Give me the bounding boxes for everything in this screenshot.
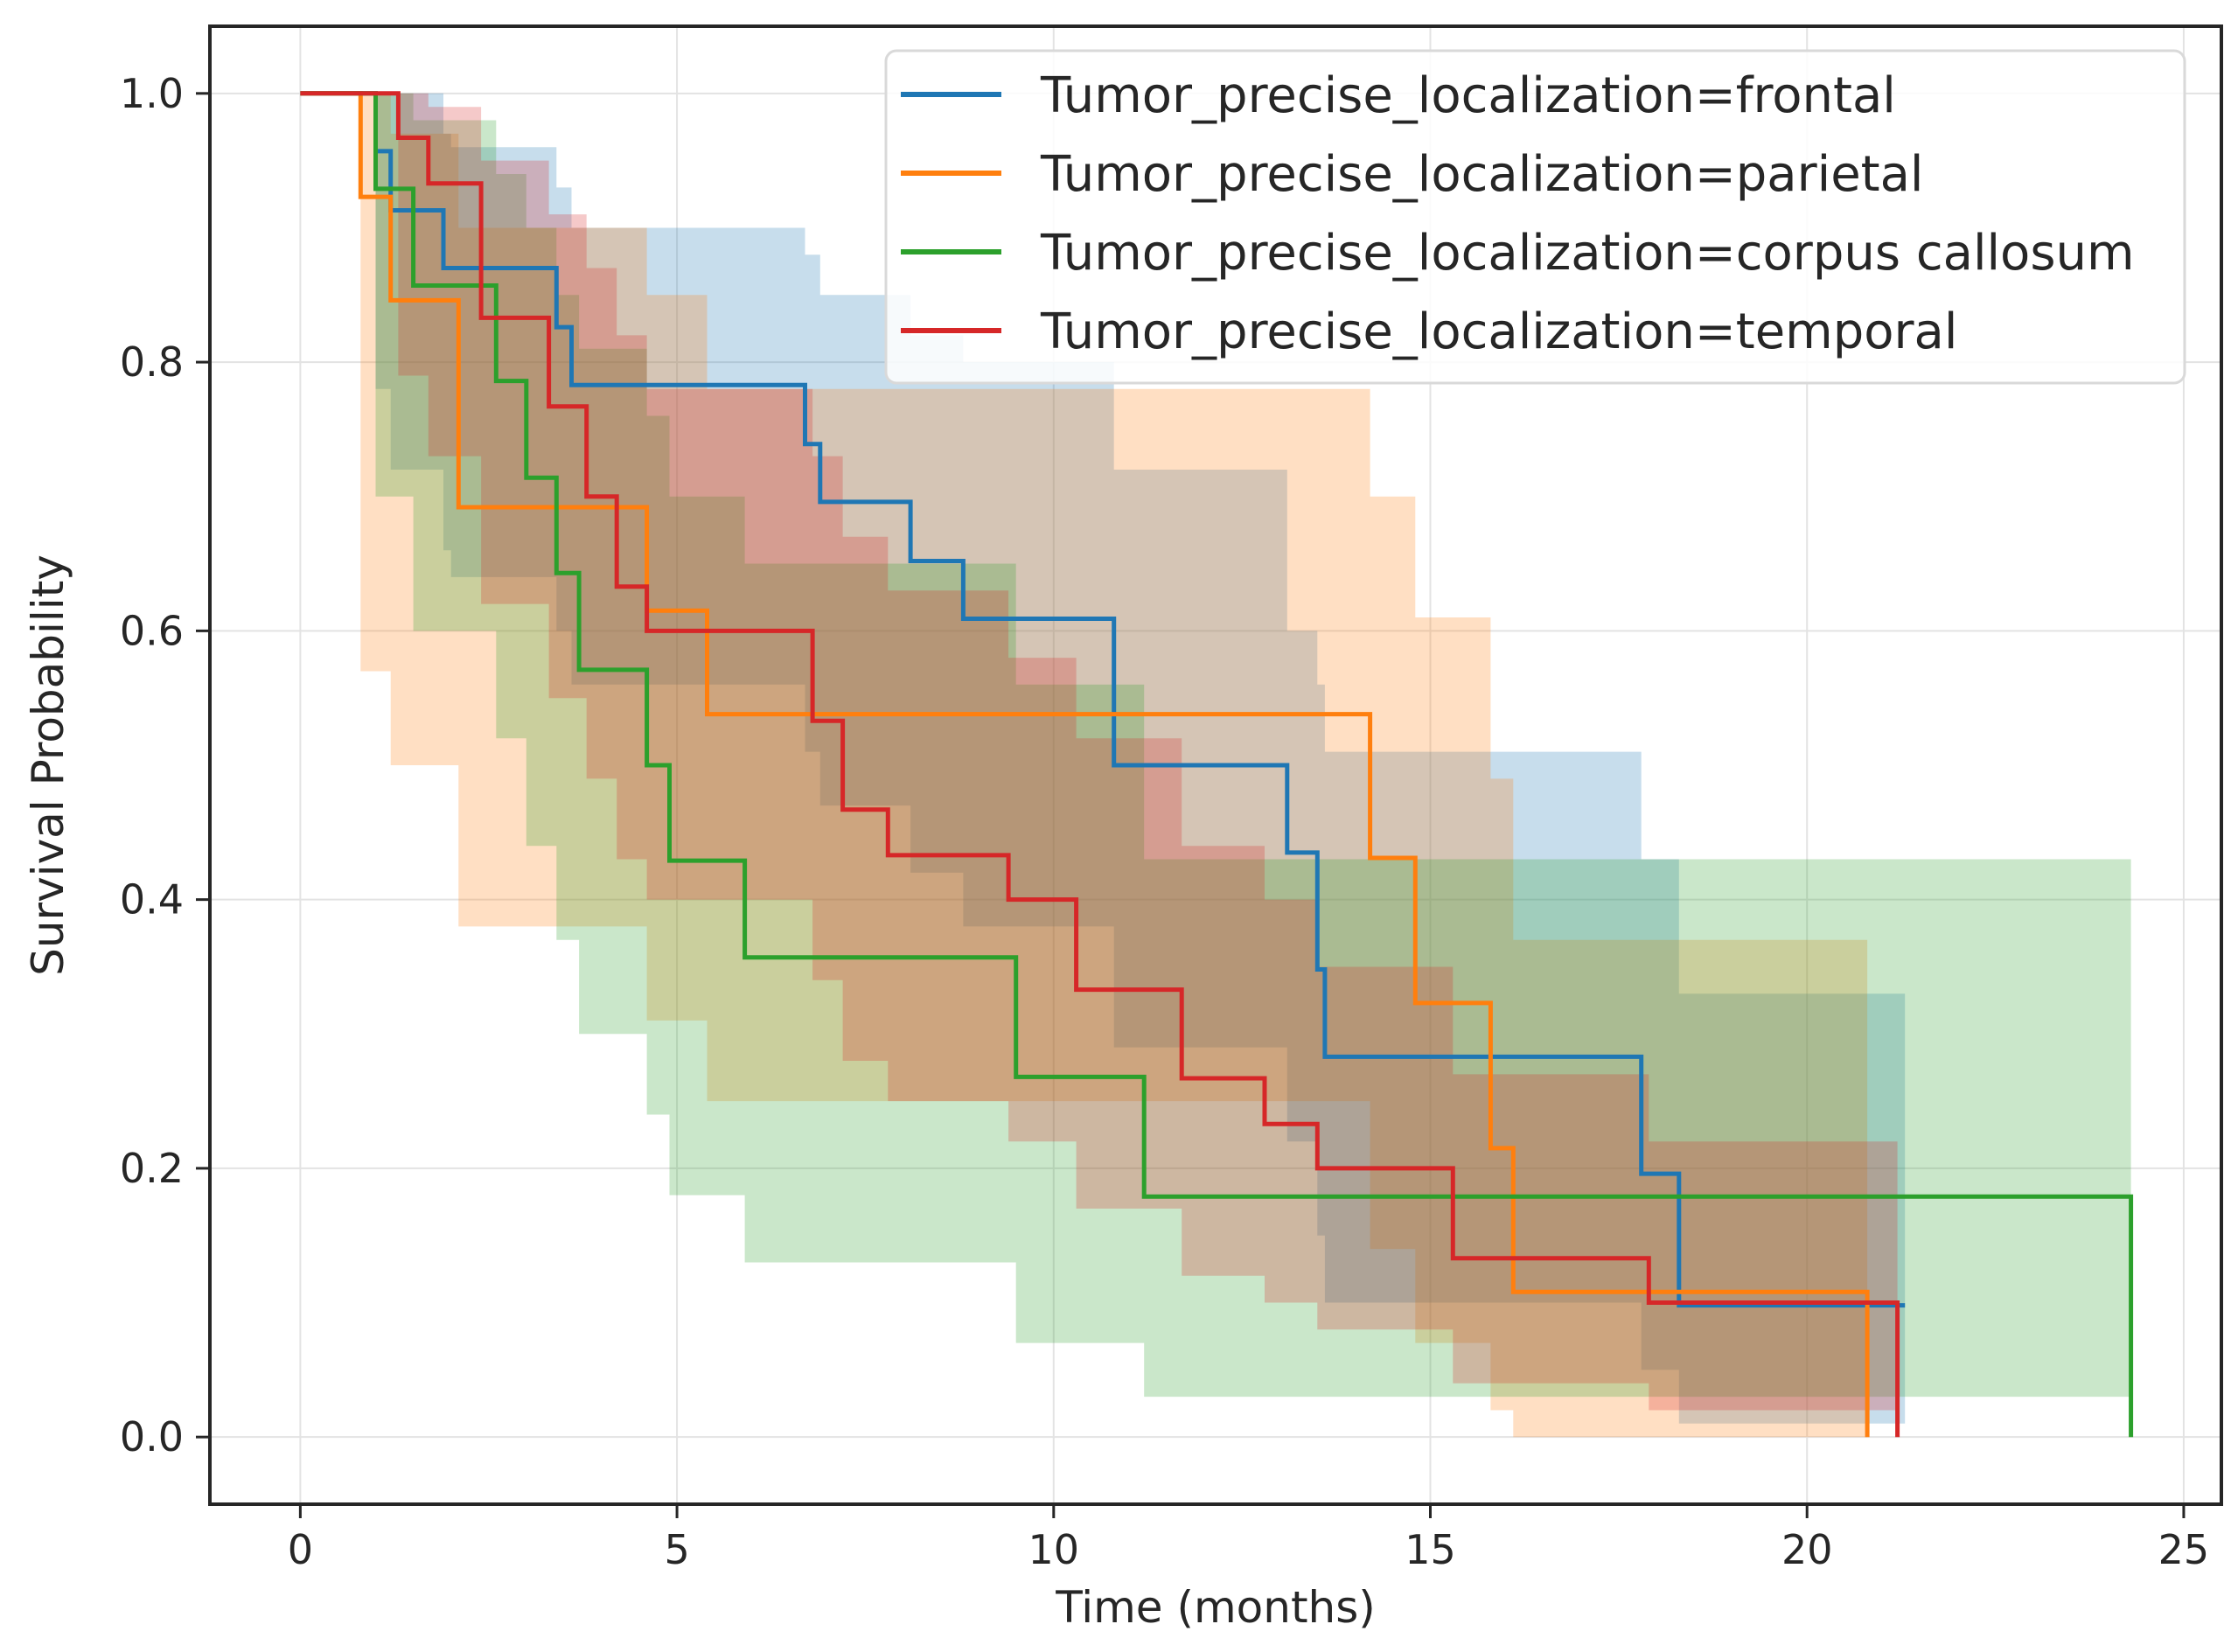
survival-line-1 — [300, 91, 1870, 1438]
x-tick-label: 10 — [1028, 1526, 1080, 1573]
legend-label-2: Tumor_precise_localization=corpus callos… — [1040, 225, 2135, 282]
survival-line-2 — [300, 91, 2134, 1438]
x-axis-title: Time (months) — [1055, 1582, 1376, 1633]
confidence-bands — [300, 93, 2131, 1438]
x-tick-label: 20 — [1781, 1526, 1833, 1573]
x-tick-label: 15 — [1405, 1526, 1456, 1573]
y-tick-label: 0.8 — [120, 338, 184, 386]
survival-line-0 — [300, 91, 1906, 1308]
confidence-band-2 — [300, 93, 2131, 1398]
legend: Tumor_precise_localization=frontal Tumor_… — [884, 49, 2186, 385]
legend-label-1: Tumor_precise_localization=parietal — [1040, 146, 1923, 203]
y-tick-label: 0.0 — [120, 1413, 184, 1460]
y-tick-label: 0.6 — [120, 607, 184, 654]
y-tick-label: 0.2 — [120, 1145, 184, 1192]
confidence-band-3 — [300, 93, 1898, 1411]
y-tick-label: 1.0 — [120, 70, 184, 117]
legend-label-3: Tumor_precise_localization=temporal — [1040, 303, 1957, 360]
survival-lines — [300, 91, 2134, 1438]
legend-label-0: Tumor_precise_localization=frontal — [1040, 67, 1896, 124]
x-tick-label: 0 — [288, 1526, 313, 1573]
y-axis-ticks: 0.0 0.2 0.4 0.6 0.8 1.0 — [120, 70, 210, 1460]
x-tick-label: 25 — [2158, 1526, 2210, 1573]
x-tick-label: 5 — [664, 1526, 689, 1573]
confidence-band-1 — [300, 93, 1868, 1438]
plot-frame — [208, 24, 2223, 1506]
survival-line-3 — [300, 91, 1900, 1438]
y-axis-title: Survival Probability — [23, 554, 73, 976]
legend-box — [884, 49, 2186, 385]
confidence-band-0 — [300, 93, 1906, 1424]
y-tick-label: 0.4 — [120, 876, 184, 924]
x-axis-ticks: 0 5 10 15 20 25 — [288, 1504, 2209, 1573]
